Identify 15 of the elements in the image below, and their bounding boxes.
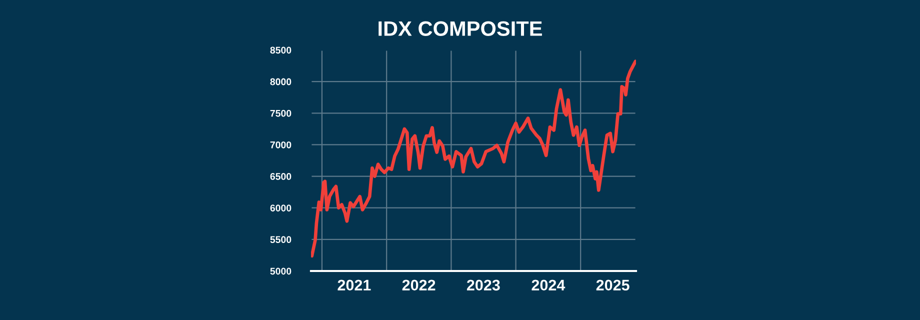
x-tick-label: 2025 [596,280,630,291]
y-tick-label: 8500 [270,46,292,54]
x-tick-label: 2021 [338,280,371,291]
y-tick-label: 8000 [270,78,292,86]
y-tick-label: 5500 [270,236,292,244]
x-tick-label: 2023 [466,280,500,291]
y-tick-label: 6500 [270,173,292,180]
y-tick-label: 6000 [270,204,292,212]
y-tick-label: 7500 [270,110,292,117]
line-series [311,60,636,258]
y-tick-label: 5000 [270,268,292,275]
x-tick-label: 2022 [402,280,436,291]
chart-title: IDX COMPOSITE [378,21,542,36]
y-tick-label: 7000 [270,141,292,148]
x-tick-label: 2024 [532,280,566,291]
